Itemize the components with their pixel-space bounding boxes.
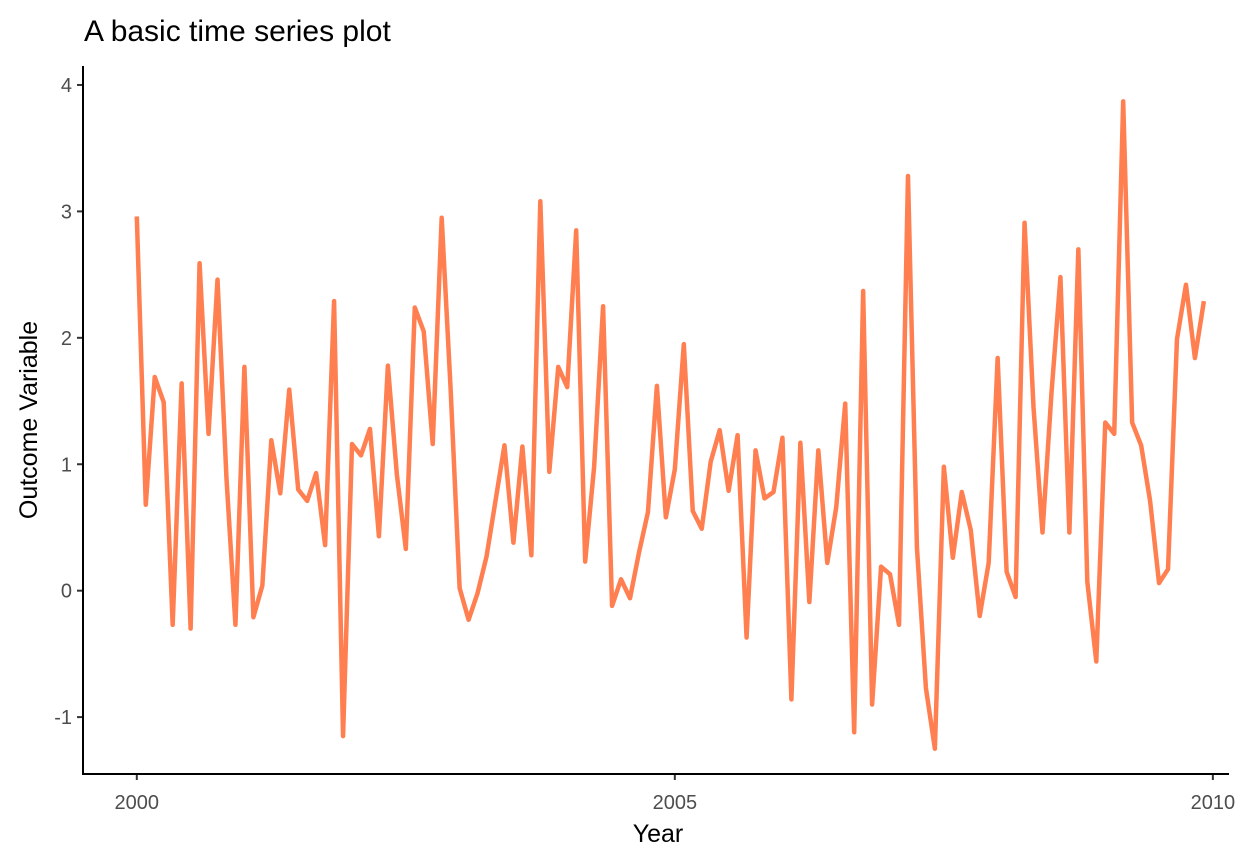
y-axis-title: Outcome Variable [15, 321, 43, 519]
y-tick-label: 1 [61, 454, 72, 476]
y-tick-label: -1 [54, 707, 72, 729]
series-line [134, 99, 1207, 751]
x-tick-label: 2010 [1191, 792, 1236, 814]
y-tick-label: 2 [61, 328, 72, 350]
y-tick-label: 4 [61, 75, 72, 97]
y-tick-label: 0 [61, 581, 72, 603]
x-axis-ticks: 2000 2005 2010 [115, 774, 1236, 814]
y-axis-ticks: -1 0 1 2 3 4 [54, 75, 83, 729]
x-tick-label: 2005 [653, 792, 698, 814]
chart-title: A basic time series plot [84, 15, 391, 48]
y-tick-label: 3 [61, 201, 72, 223]
series-layer [134, 99, 1207, 751]
x-tick-label: 2000 [115, 792, 160, 814]
x-axis-title: Year [633, 820, 684, 848]
